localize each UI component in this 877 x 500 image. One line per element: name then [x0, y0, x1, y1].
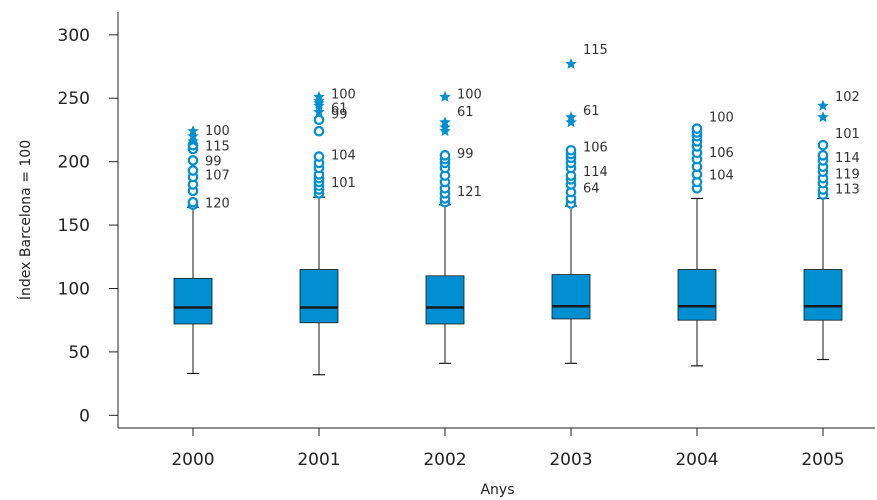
y-tick-label: 50 — [68, 343, 90, 363]
box-group-2002: 100 61 99 121 — [425, 87, 482, 364]
outlier-label: 100 — [709, 110, 734, 125]
y-tick-label: 150 — [58, 216, 90, 236]
extreme-star — [313, 106, 325, 118]
x-tick-label: 2005 — [801, 450, 844, 470]
extreme-star — [187, 130, 199, 142]
outlier-label: 114 — [835, 151, 860, 166]
extreme-star — [439, 125, 451, 137]
extreme-star — [565, 116, 577, 128]
outlier-circle — [439, 150, 451, 161]
extreme-star — [439, 121, 451, 133]
boxes: 1001159910712010061991041011006199121115… — [173, 43, 860, 376]
outlier-label: 115 — [205, 139, 230, 154]
outlier-label: 99 — [457, 147, 474, 162]
outlier-label: 102 — [835, 90, 860, 105]
y-tick-label: 200 — [58, 153, 90, 173]
outlier-label: 99 — [331, 108, 348, 123]
outlier-label: 99 — [205, 155, 222, 170]
outlier-label: 114 — [583, 165, 608, 180]
extreme-star — [817, 99, 829, 111]
x-tick-label: 2000 — [171, 450, 214, 470]
box-iqr — [299, 269, 339, 324]
outlier-label: 104 — [709, 169, 734, 184]
outlier-label: 121 — [457, 185, 482, 200]
outlier-circle — [187, 155, 199, 166]
outlier-circle — [313, 114, 325, 126]
extreme-star — [817, 111, 829, 123]
y-tick-label: 0 — [79, 406, 90, 426]
x-tick-label: 2003 — [549, 450, 592, 470]
extreme-star — [565, 58, 577, 69]
box-iqr — [425, 275, 465, 325]
y-tick-label: 300 — [58, 26, 90, 46]
outlier-circle — [565, 144, 577, 156]
outlier-label: 107 — [205, 169, 230, 184]
outlier-label: 61 — [331, 101, 348, 116]
box-iqr — [551, 274, 591, 320]
extreme-star — [439, 116, 451, 128]
y-ticks: 0 50 100 150 200 250 300 — [58, 26, 118, 426]
y-axis-title: Índex Barcelona = 100 — [17, 140, 34, 300]
outlier-circle — [817, 150, 829, 161]
y-tick-label: 250 — [58, 89, 90, 109]
outlier-label: 115 — [583, 43, 608, 58]
outlier-label: 100 — [205, 124, 230, 139]
extreme-star — [439, 90, 451, 102]
extreme-star — [187, 135, 199, 147]
outlier-label: 61 — [583, 104, 600, 119]
outlier-label: 61 — [457, 105, 474, 120]
outlier-circle — [313, 151, 325, 162]
outlier-label: 106 — [583, 141, 608, 156]
outlier-label: 113 — [835, 183, 860, 198]
extreme-star — [313, 90, 325, 102]
outlier-label: 64 — [583, 181, 600, 196]
outlier-label: 120 — [205, 197, 230, 212]
box-iqr — [173, 277, 213, 325]
extreme-star — [313, 94, 325, 106]
extreme-star — [187, 125, 199, 137]
outlier-label: 104 — [331, 148, 356, 163]
outlier-label: 101 — [331, 176, 356, 191]
outlier-circle — [187, 196, 199, 208]
x-tick-label: 2002 — [423, 450, 466, 470]
outlier-label: 106 — [709, 146, 734, 161]
x-tick-label: 2004 — [675, 450, 718, 470]
x-ticks: 2000 2001 2002 2003 2004 2005 — [171, 428, 845, 470]
x-axis-title: Anys — [480, 482, 514, 498]
box-iqr — [803, 269, 843, 321]
axes — [117, 12, 875, 429]
outlier-label: 119 — [835, 167, 860, 182]
x-tick-label: 2001 — [297, 450, 340, 470]
outlier-circle — [817, 139, 829, 151]
box-iqr — [677, 269, 717, 321]
outlier-circle — [313, 125, 325, 137]
y-tick-label: 100 — [58, 279, 90, 299]
outlier-circle — [187, 165, 199, 176]
box-group-2004: 100 106 104 — [677, 110, 734, 367]
extreme-star — [565, 111, 577, 123]
outlier-label: 100 — [331, 87, 356, 102]
outlier-label: 101 — [835, 127, 860, 142]
outlier-circle — [691, 123, 703, 134]
outlier-label: 100 — [457, 87, 482, 102]
